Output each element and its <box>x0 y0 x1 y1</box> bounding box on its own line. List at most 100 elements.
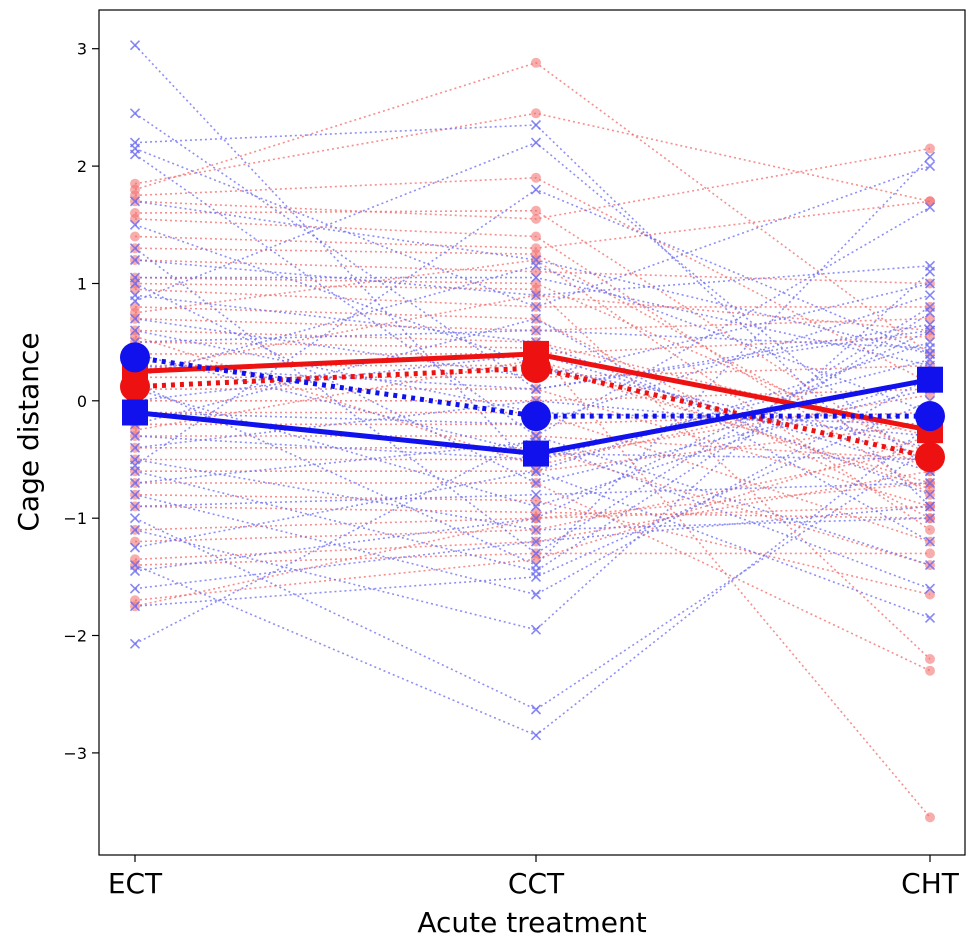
blue-individual-line-22 <box>134 317 931 543</box>
blue-individual-point-40-CCT <box>530 560 542 571</box>
blue-individual-line-34 <box>134 329 931 572</box>
blue-mean-solid-marker-ECT <box>122 399 148 426</box>
blue-mean-dotted-marker-CCT <box>521 401 551 432</box>
blue-individual-point-11-ECT <box>129 278 141 289</box>
blue-individual-point-8-CCT <box>530 548 542 559</box>
red-individual-point-6-CCT <box>531 231 541 242</box>
blue-individual-point-6-ECT <box>129 196 141 207</box>
blue-individual-point-10-CCT <box>530 272 542 283</box>
blue-individual-point-29-CCT <box>530 489 542 500</box>
blue-individual-point-35-ECT <box>129 583 141 594</box>
blue-individual-point-32-CHT <box>924 612 936 623</box>
blue-individual-point-39-CCT <box>530 184 542 195</box>
blue-individual-point-18-CCT <box>530 260 542 271</box>
blue-mean-solid-marker-CCT <box>523 440 549 467</box>
blue-individual-point-32-CCT <box>530 466 542 477</box>
blue-individual-point-12-CHT <box>924 489 936 500</box>
y-tick-label-0: 3 <box>77 40 87 59</box>
blue-individual-line-25 <box>134 458 931 531</box>
blue-individual-point-27-CHT <box>924 583 936 594</box>
blue-individual-point-38-CCT <box>530 137 542 148</box>
red-individual-line-37 <box>134 259 931 531</box>
blue-individual-point-35-CCT <box>530 536 542 547</box>
blue-individual-point-27-ECT <box>129 477 141 489</box>
blue-individual-point-24-ECT <box>129 442 141 453</box>
blue-individual-point-4-CHT <box>924 161 936 172</box>
blue-individual-point-36-CCT <box>530 571 542 582</box>
x-axis-label: Acute treatment <box>417 906 646 939</box>
red-individual-point-34-CHT <box>925 548 935 559</box>
blue-individual-point-7-ECT <box>129 219 141 230</box>
x-tick-label-CHT: CHT <box>901 867 960 900</box>
red-individual-point-3-CCT <box>531 172 541 183</box>
red-mean-dotted-marker-CCT <box>521 353 551 383</box>
blue-individual-point-22-CCT <box>530 313 542 324</box>
blue-individual-point-31-CHT <box>924 266 936 277</box>
red-individual-point-16-CHT <box>925 812 935 823</box>
x-tick-label-ECT: ECT <box>108 867 163 900</box>
blue-individual-point-25-CCT <box>530 524 542 535</box>
blue-individual-point-25-CHT <box>924 513 936 524</box>
blue-individual-point-14-ECT <box>129 325 141 336</box>
blue-individual-point-31-CCT <box>530 624 542 635</box>
red-individual-point-2-CCT <box>531 57 541 68</box>
y-tick-label-4: −1 <box>63 509 87 528</box>
blue-individual-point-5-CHT <box>924 202 936 213</box>
blue-individual-point-22-CHT <box>924 536 936 547</box>
blue-individual-point-30-CCT <box>530 704 542 715</box>
red-individual-point-11-CHT <box>925 654 935 664</box>
blue-individual-point-13-CHT <box>924 278 936 289</box>
blue-individual-line-9 <box>134 259 931 297</box>
y-tick-label-1: 2 <box>77 157 87 176</box>
blue-individual-line-32 <box>134 470 931 619</box>
blue-individual-point-23-ECT <box>129 430 141 442</box>
red-individual-point-7-ECT <box>130 231 140 242</box>
blue-individual-point-17-CCT <box>530 384 542 395</box>
blue-individual-line-14 <box>134 329 931 426</box>
blue-individual-point-15-CCT <box>530 325 542 336</box>
y-tick-label-2: 1 <box>77 275 87 294</box>
mean-series-layer <box>120 340 945 473</box>
y-tick-label-6: −3 <box>63 744 87 763</box>
red-individual-point-4-CCT <box>531 213 541 224</box>
blue-individual-point-1-ECT <box>129 40 141 51</box>
blue-individual-point-26-CHT <box>924 307 936 318</box>
red-mean-dotted-marker-ECT <box>120 371 150 402</box>
blue-individual-line-16 <box>134 353 931 461</box>
blue-individual-point-33-CCT <box>530 730 542 741</box>
blue-individual-point-21-CHT <box>924 290 936 301</box>
red-individual-point-37-CHT <box>925 524 935 535</box>
blue-individual-line-12 <box>134 294 931 496</box>
blue-individual-point-4-CCT <box>530 301 542 312</box>
blue-individual-point-37-CHT <box>924 560 936 571</box>
blue-individual-point-5-ECT <box>129 149 141 160</box>
blue-individual-point-29-CHT <box>924 477 936 489</box>
red-individual-point-28-CHT <box>925 665 935 676</box>
blue-individual-point-28-ECT <box>129 489 141 500</box>
plot-area-frame <box>98 9 966 856</box>
y-tick-label-3: 0 <box>77 392 87 411</box>
blue-individual-point-11-CCT <box>530 477 542 489</box>
red-individual-point-5-CCT <box>531 205 541 216</box>
red-individual-point-1-CCT <box>531 108 541 119</box>
blue-individual-point-37-ECT <box>129 638 141 649</box>
blue-individual-point-36-ECT <box>129 601 141 612</box>
blue-individual-point-34-CCT <box>530 513 542 524</box>
blue-individual-point-39-ECT <box>129 460 141 471</box>
blue-individual-point-35-CHT <box>924 501 936 512</box>
blue-individual-point-32-ECT <box>129 542 141 553</box>
blue-individual-point-9-ECT <box>129 254 141 266</box>
red-individual-line-39 <box>134 358 931 490</box>
y-tick-label-5: −2 <box>63 627 87 646</box>
y-axis-label: Cage distance <box>12 332 45 531</box>
blue-individual-point-3-CCT <box>530 119 542 131</box>
blue-individual-point-8-ECT <box>129 243 141 254</box>
individual-blue-series-layer <box>129 40 936 741</box>
blue-mean-dotted-marker-CHT <box>915 401 945 432</box>
blue-individual-point-13-ECT <box>129 313 141 324</box>
red-mean-dotted-marker-CHT <box>915 442 945 473</box>
x-tick-label-CCT: CCT <box>508 867 565 900</box>
blue-individual-point-30-ECT <box>129 513 141 524</box>
